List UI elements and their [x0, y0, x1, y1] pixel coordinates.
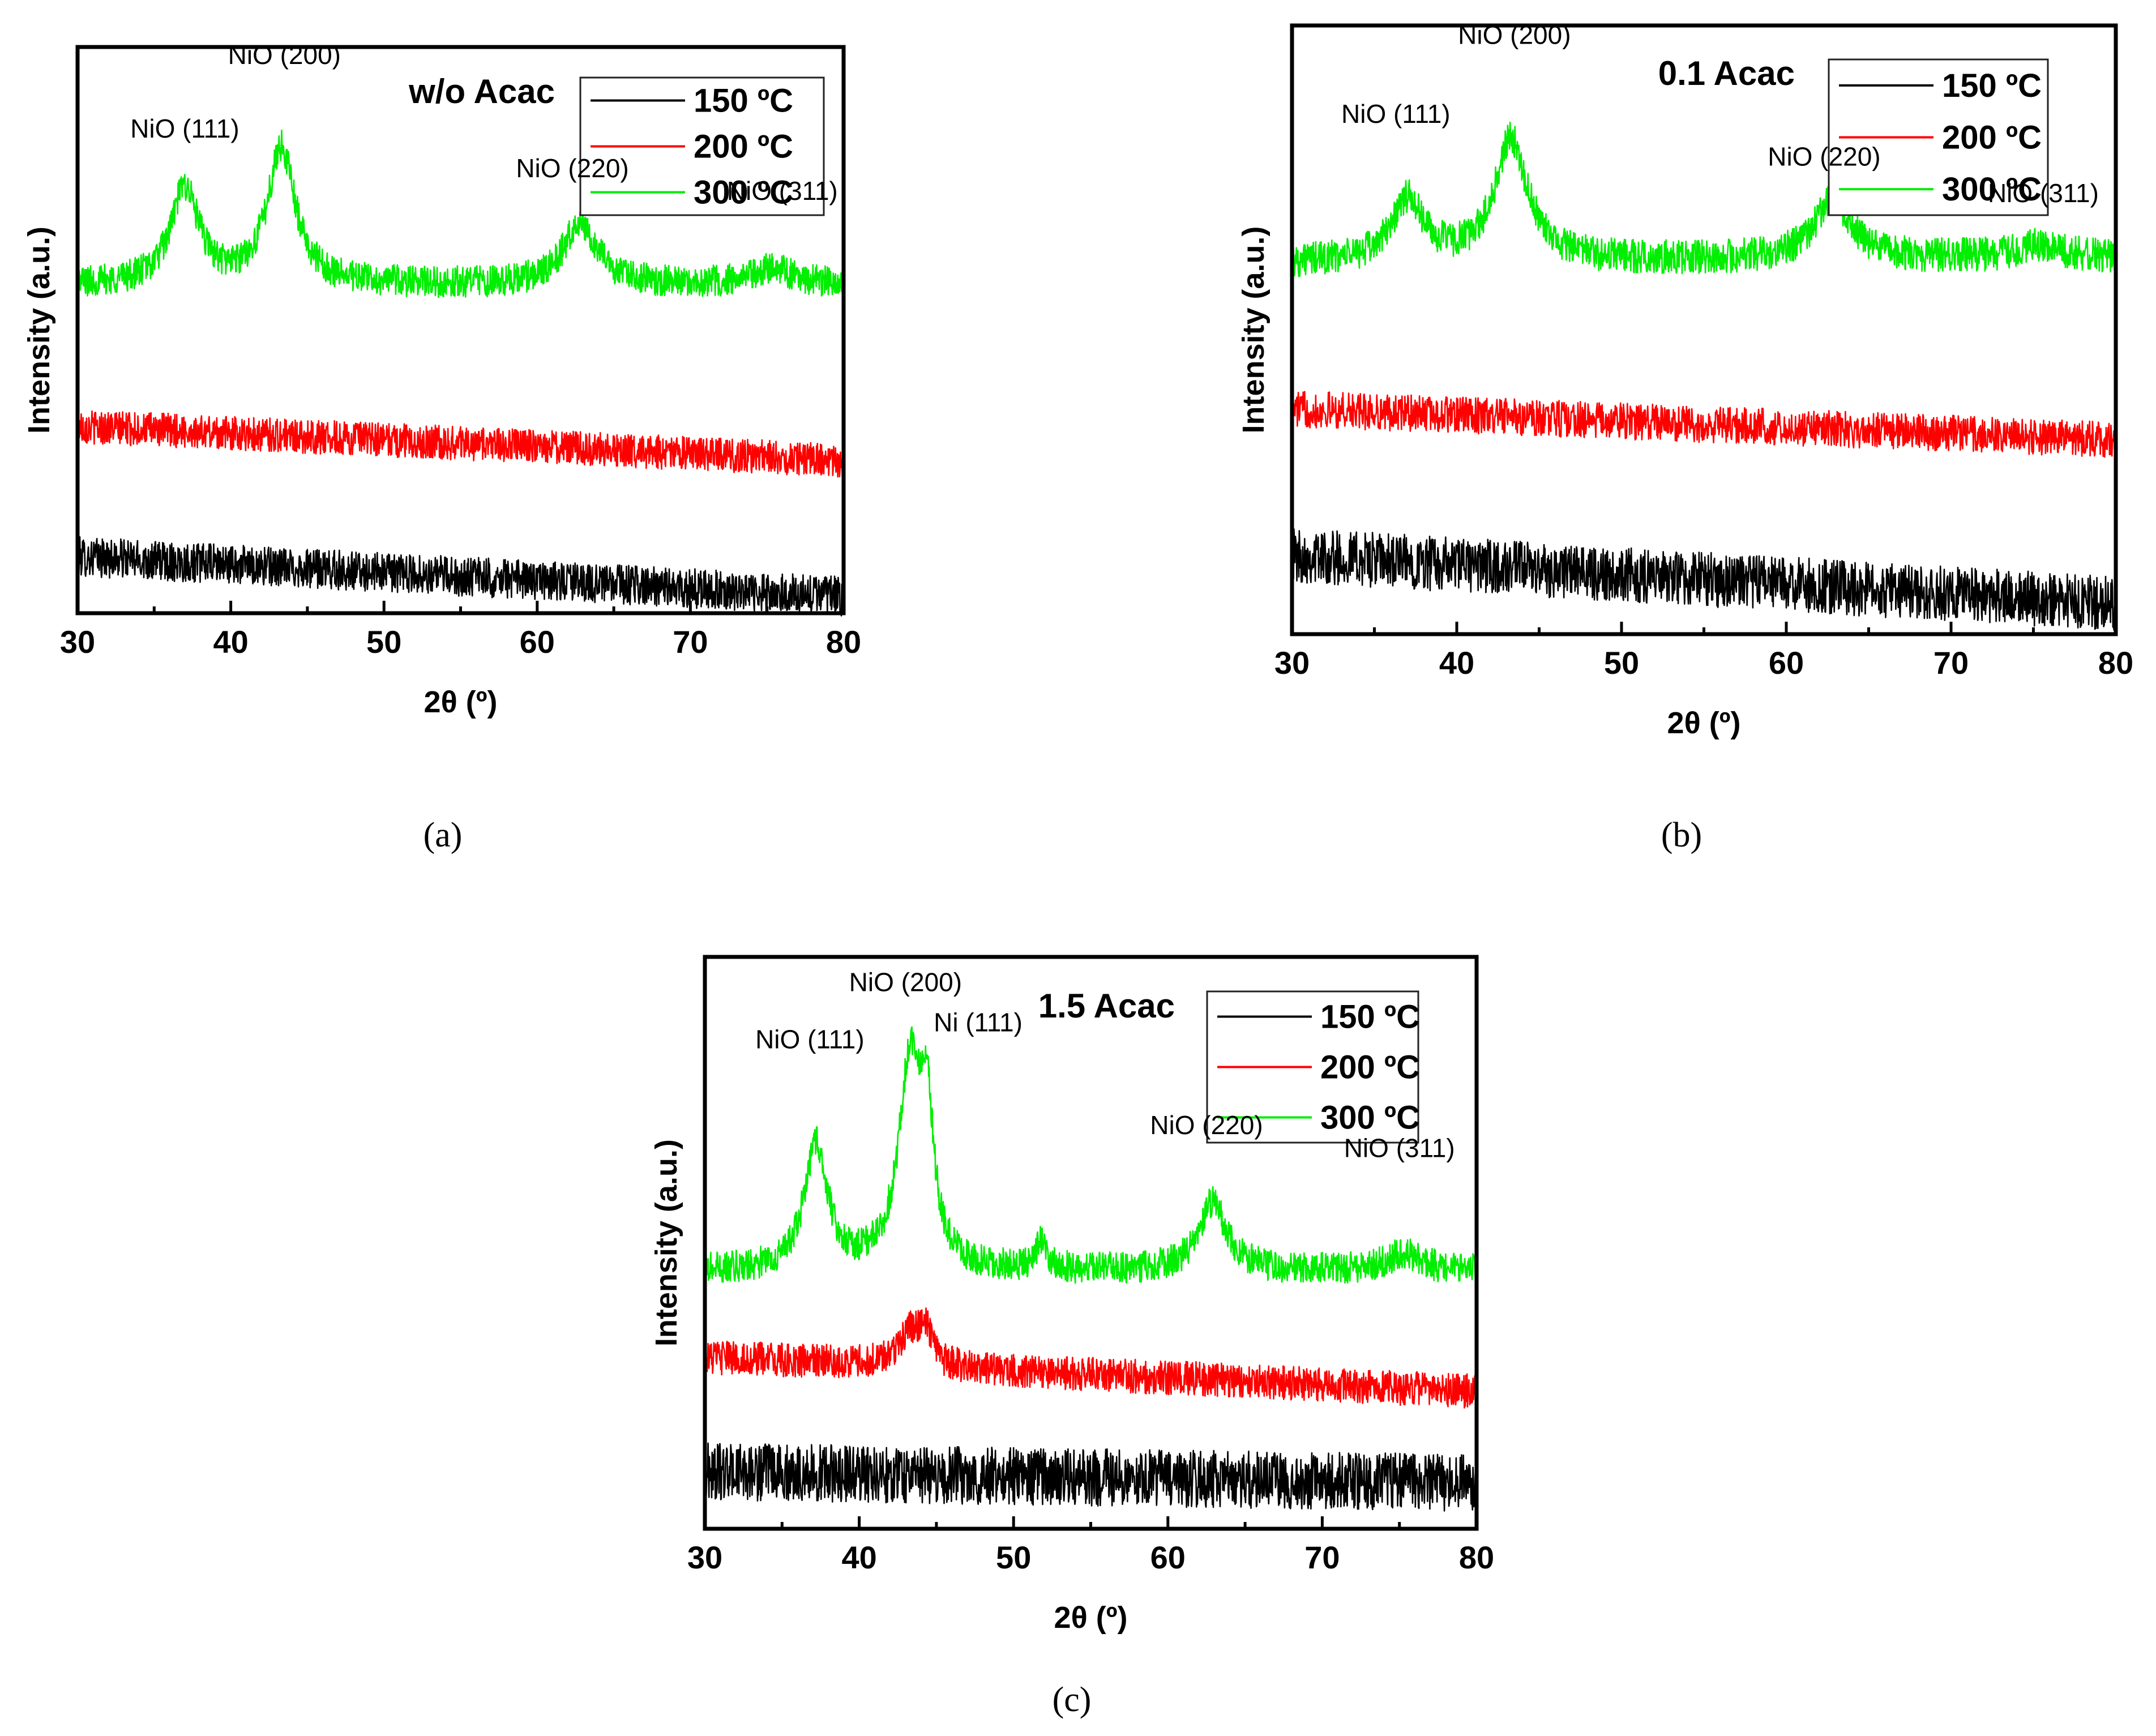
x-tick-label: 30	[1274, 645, 1310, 681]
x-tick-label: 40	[1439, 645, 1474, 681]
panel-c: 30 40 50 60 70 80 2θ (º) Intensity (a.u.) 1.5 Ac…	[649, 955, 1494, 1719]
x-tick-label: 80	[826, 624, 861, 660]
series-line-200c	[1291, 391, 2117, 458]
x-tick-label: 70	[673, 624, 708, 660]
legend-label: 200 ºC	[694, 129, 793, 165]
sample-title: w/o Acac	[408, 72, 555, 110]
legend-label: 200 ºC	[1320, 1049, 1420, 1086]
y-axis-label: Intensity (a.u.)	[649, 1139, 683, 1346]
legend-label: 150 ºC	[694, 83, 793, 119]
x-axis-label: 2θ (º)	[1054, 1601, 1128, 1635]
x-tick-label: 50	[366, 624, 401, 660]
legend-label: 300 ºC	[1320, 1100, 1420, 1136]
legend-label: 300 ºC	[1942, 171, 2042, 208]
x-axis-label: 2θ (º)	[424, 685, 498, 719]
legend-label: 150 ºC	[1942, 67, 2042, 104]
legend-label: 200 ºC	[1942, 119, 2042, 156]
x-tick-label: 40	[213, 624, 248, 660]
y-axis-label: Intensity (a.u.)	[22, 226, 56, 434]
x-tick-label: 70	[1933, 645, 1969, 681]
peak-annotation: NiO (220)	[1768, 142, 1880, 171]
series-line-200c	[704, 1307, 1478, 1409]
peak-annotation: NiO (111)	[130, 114, 239, 143]
x-tick-label: 50	[1604, 645, 1639, 681]
x-tick-label: 30	[60, 624, 95, 660]
peak-annotation: NiO (200)	[228, 40, 341, 70]
series-line-150c	[704, 1442, 1478, 1512]
series-line-300c	[1291, 121, 2117, 277]
panel-b: 30 40 50 60 70 80 2θ (º) Intensity (a.u.) 0.1 Ac…	[1237, 20, 2133, 854]
peak-annotation: NiO (111)	[1341, 99, 1451, 129]
legend-label: 300 ºC	[694, 174, 793, 211]
x-tick-label: 70	[1304, 1540, 1340, 1575]
peak-annotation: NiO (220)	[1150, 1110, 1263, 1140]
x-tick-label: 40	[841, 1540, 876, 1575]
x-axis-label: 2θ (º)	[1667, 706, 1741, 740]
peak-annotation: NiO (220)	[516, 153, 628, 183]
series-line-300c	[76, 129, 845, 298]
peak-annotation: NiO (311)	[1988, 178, 2099, 208]
legend-label: 150 ºC	[1320, 999, 1420, 1036]
sample-title: 0.1 Acac	[1658, 54, 1795, 92]
x-tick-label: 80	[2098, 645, 2133, 681]
sample-title: 1.5 Acac	[1038, 987, 1175, 1025]
x-tick-label: 80	[1459, 1540, 1494, 1575]
y-axis-label: Intensity (a.u.)	[1237, 226, 1270, 433]
peak-annotation: NiO (311)	[727, 176, 838, 206]
peak-annotation: NiO (111)	[755, 1025, 865, 1054]
series-line-300c	[704, 1026, 1478, 1284]
peak-annotation: NiO (200)	[1458, 20, 1571, 49]
peak-annotation: Ni (111)	[934, 1007, 1023, 1037]
series-line-150c	[1291, 528, 2117, 631]
peak-annotation: NiO (311)	[1344, 1134, 1455, 1163]
panel-caption: (c)	[1053, 1681, 1092, 1719]
panel-caption: (b)	[1661, 816, 1702, 854]
series-line-150c	[76, 536, 845, 617]
x-tick-label: 30	[687, 1540, 722, 1575]
x-tick-label: 60	[1769, 645, 1804, 681]
panel-caption: (a)	[424, 816, 463, 854]
x-tick-label: 50	[996, 1540, 1031, 1575]
panel-a: 30 40 50 60 70 80 2θ (º) Intensity (a.u.) w/o Ac…	[22, 40, 861, 854]
series-line-200c	[76, 410, 845, 478]
peak-annotation: NiO (200)	[849, 968, 962, 997]
x-tick-label: 60	[520, 624, 555, 660]
x-tick-label: 60	[1150, 1540, 1186, 1575]
